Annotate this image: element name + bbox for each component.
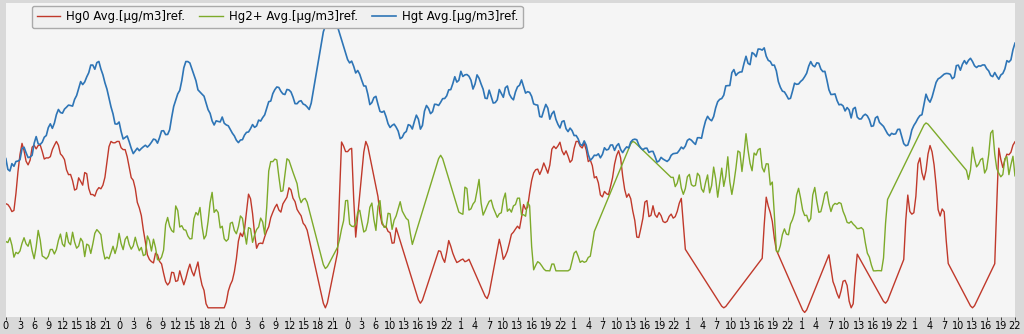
- Hg0 Avg.[µg/m3]ref.: [830, 292, 843, 296]
- Hgt Avg.[µg/m3]ref.: [4, 169, 16, 173]
- Hg0 Avg.[µg/m3]ref.: [50, 139, 62, 143]
- Hg0 Avg.[µg/m3]ref.: [548, 144, 560, 148]
- Legend: Hg0 Avg.[µg/m3]ref., Hg2+ Avg.[µg/m3]ref., Hgt Avg.[µg/m3]ref.: Hg0 Avg.[µg/m3]ref., Hg2+ Avg.[µg/m3]ref…: [32, 6, 522, 28]
- Hg2+ Avg.[µg/m3]ref.: [479, 209, 492, 213]
- Hgt Avg.[µg/m3]ref.: [1009, 41, 1021, 45]
- Hgt Avg.[µg/m3]ref.: [550, 117, 562, 121]
- Hgt Avg.[µg/m3]ref.: [604, 143, 616, 147]
- Line: Hg2+ Avg.[µg/m3]ref.: Hg2+ Avg.[µg/m3]ref.: [6, 123, 1015, 271]
- Hg2+ Avg.[µg/m3]ref.: [920, 121, 932, 125]
- Hg0 Avg.[µg/m3]ref.: [0, 202, 12, 206]
- Hgt Avg.[µg/m3]ref.: [328, 15, 340, 19]
- Line: Hgt Avg.[µg/m3]ref.: Hgt Avg.[µg/m3]ref.: [6, 17, 1015, 171]
- Hg0 Avg.[µg/m3]ref.: [988, 262, 1000, 266]
- Hg2+ Avg.[µg/m3]ref.: [544, 269, 556, 273]
- Hg2+ Avg.[µg/m3]ref.: [548, 262, 560, 266]
- Hgt Avg.[µg/m3]ref.: [988, 70, 1000, 74]
- Hg0 Avg.[µg/m3]ref.: [487, 270, 500, 274]
- Hg2+ Avg.[µg/m3]ref.: [602, 195, 614, 199]
- Hg0 Avg.[µg/m3]ref.: [1009, 140, 1021, 144]
- Hg0 Avg.[µg/m3]ref.: [799, 310, 811, 314]
- Hgt Avg.[µg/m3]ref.: [830, 99, 843, 103]
- Hgt Avg.[µg/m3]ref.: [489, 101, 502, 105]
- Hg2+ Avg.[µg/m3]ref.: [988, 152, 1000, 156]
- Line: Hg0 Avg.[µg/m3]ref.: Hg0 Avg.[µg/m3]ref.: [6, 141, 1015, 312]
- Hgt Avg.[µg/m3]ref.: [483, 88, 496, 92]
- Hg2+ Avg.[µg/m3]ref.: [828, 201, 841, 205]
- Hg2+ Avg.[µg/m3]ref.: [485, 198, 498, 202]
- Hg0 Avg.[µg/m3]ref.: [602, 193, 614, 197]
- Hg2+ Avg.[µg/m3]ref.: [1009, 174, 1021, 178]
- Hg0 Avg.[µg/m3]ref.: [481, 297, 494, 301]
- Hgt Avg.[µg/m3]ref.: [0, 157, 12, 161]
- Hg2+ Avg.[µg/m3]ref.: [0, 239, 12, 243]
